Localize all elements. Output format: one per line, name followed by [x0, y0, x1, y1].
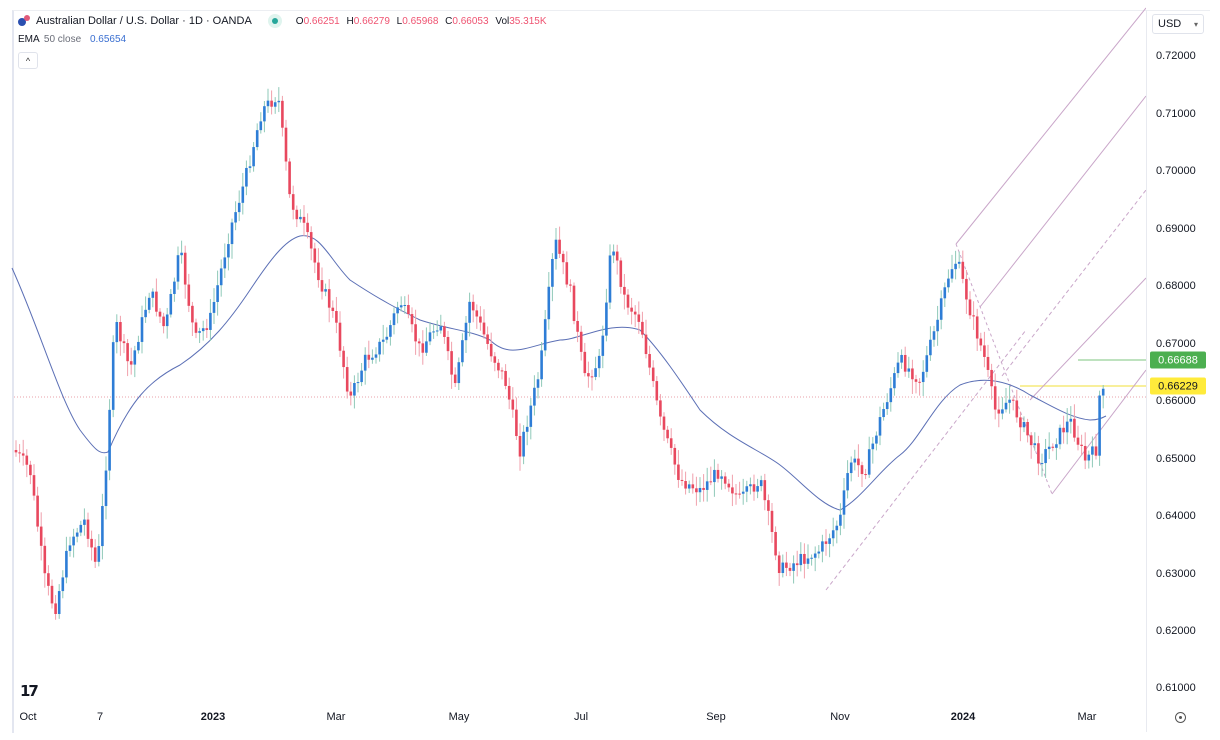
- chart-legend-header: Australian Dollar / U.S. Dollar · 1D · O…: [18, 14, 551, 28]
- indicator-params: 50 close: [43, 34, 82, 45]
- high-value: 0.66279: [353, 15, 390, 27]
- symbol-title[interactable]: Australian Dollar / U.S. Dollar · 1D · O…: [36, 15, 252, 27]
- time-tick-label: 7: [96, 711, 104, 723]
- price-tick-label: 0.65000: [1156, 453, 1196, 465]
- time-tick-label: 2023: [200, 711, 226, 723]
- pitchfork-drawing[interactable]: [825, 7, 1146, 591]
- price-tick-label: 0.61000: [1156, 682, 1196, 694]
- time-tick-label: Nov: [830, 711, 850, 723]
- time-tick-label: May: [448, 711, 470, 723]
- chevron-down-icon: ▾: [1193, 19, 1198, 29]
- collapse-legend-button[interactable]: ^: [18, 52, 38, 69]
- candlestick-series: [14, 87, 1105, 620]
- price-badge-high-line: 0.66688: [1150, 351, 1206, 369]
- indicator-name: EMA: [18, 34, 40, 45]
- currency-select[interactable]: USD ▾: [1152, 14, 1204, 34]
- price-tick-label: 0.63000: [1156, 568, 1196, 580]
- indicator-value: 0.65654: [89, 34, 127, 45]
- price-axis[interactable]: [1146, 10, 1209, 732]
- time-tick-label: Oct: [19, 711, 37, 723]
- ohlc-values: O0.66251 H0.66279 L0.65968 C0.66053 Vol3…: [295, 15, 547, 27]
- close-value: 0.66053: [452, 15, 489, 27]
- indicator-legend-ema[interactable]: EMA 50 close 0.65654: [18, 34, 126, 45]
- price-tick-label: 0.64000: [1156, 510, 1196, 522]
- price-chart-canvas[interactable]: [0, 0, 1146, 706]
- price-tick-label: 0.70000: [1156, 165, 1196, 177]
- time-tick-label: Jul: [573, 711, 589, 723]
- price-tick-label: 0.67000: [1156, 338, 1196, 350]
- price-tick-label: 0.69000: [1156, 223, 1196, 235]
- price-tick-label: 0.68000: [1156, 280, 1196, 292]
- currency-pair-icon: [18, 15, 30, 27]
- tradingview-logo[interactable]: 17: [20, 682, 39, 700]
- chart-frame: [12, 10, 1210, 733]
- price-tick-label: 0.66000: [1156, 395, 1196, 407]
- time-tick-label: Mar: [326, 711, 346, 723]
- volume-value: 35.315K: [509, 15, 547, 27]
- settings-icon[interactable]: [1175, 712, 1186, 723]
- time-tick-label: Mar: [1077, 711, 1097, 723]
- currency-label: USD: [1158, 18, 1182, 30]
- ema-50-line: [11, 235, 1107, 511]
- time-tick-label: 2024: [950, 711, 976, 723]
- chevron-up-icon: ^: [25, 55, 31, 66]
- open-value: 0.66251: [303, 15, 340, 27]
- market-status-icon[interactable]: [267, 14, 282, 28]
- price-tick-label: 0.71000: [1156, 108, 1196, 120]
- price-tick-label: 0.72000: [1156, 50, 1196, 62]
- time-tick-label: Sep: [706, 711, 726, 723]
- price-badge-ref-line: 0.66229: [1150, 377, 1206, 395]
- low-value: 0.65968: [402, 15, 439, 27]
- price-tick-label: 0.62000: [1156, 625, 1196, 637]
